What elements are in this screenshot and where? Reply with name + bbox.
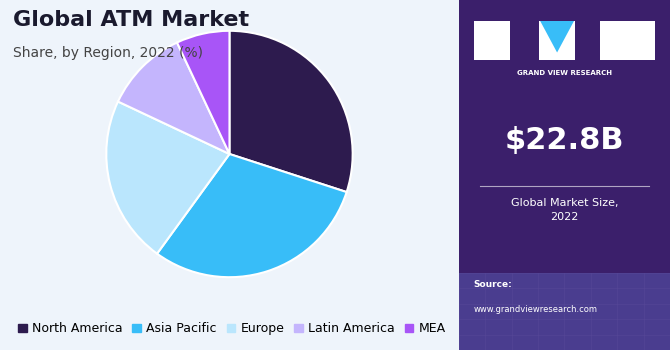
Wedge shape bbox=[157, 154, 346, 277]
Legend: North America, Asia Pacific, Europe, Latin America, MEA: North America, Asia Pacific, Europe, Lat… bbox=[13, 317, 450, 340]
Text: $22.8B: $22.8B bbox=[505, 126, 624, 154]
Wedge shape bbox=[229, 31, 352, 192]
Wedge shape bbox=[118, 43, 229, 154]
Text: www.grandviewresearch.com: www.grandviewresearch.com bbox=[474, 304, 598, 314]
Text: Global ATM Market: Global ATM Market bbox=[13, 10, 249, 30]
Wedge shape bbox=[107, 102, 229, 254]
Bar bbox=[459, 273, 670, 350]
Polygon shape bbox=[540, 21, 574, 52]
Wedge shape bbox=[177, 31, 230, 154]
Text: GRAND VIEW RESEARCH: GRAND VIEW RESEARCH bbox=[517, 70, 612, 76]
Text: Global Market Size,
2022: Global Market Size, 2022 bbox=[511, 198, 618, 222]
Text: Source:: Source: bbox=[474, 280, 513, 289]
Text: Share, by Region, 2022 (%): Share, by Region, 2022 (%) bbox=[13, 46, 204, 60]
Bar bbox=[474, 21, 510, 60]
Bar bbox=[600, 21, 655, 60]
Bar bbox=[539, 21, 575, 60]
